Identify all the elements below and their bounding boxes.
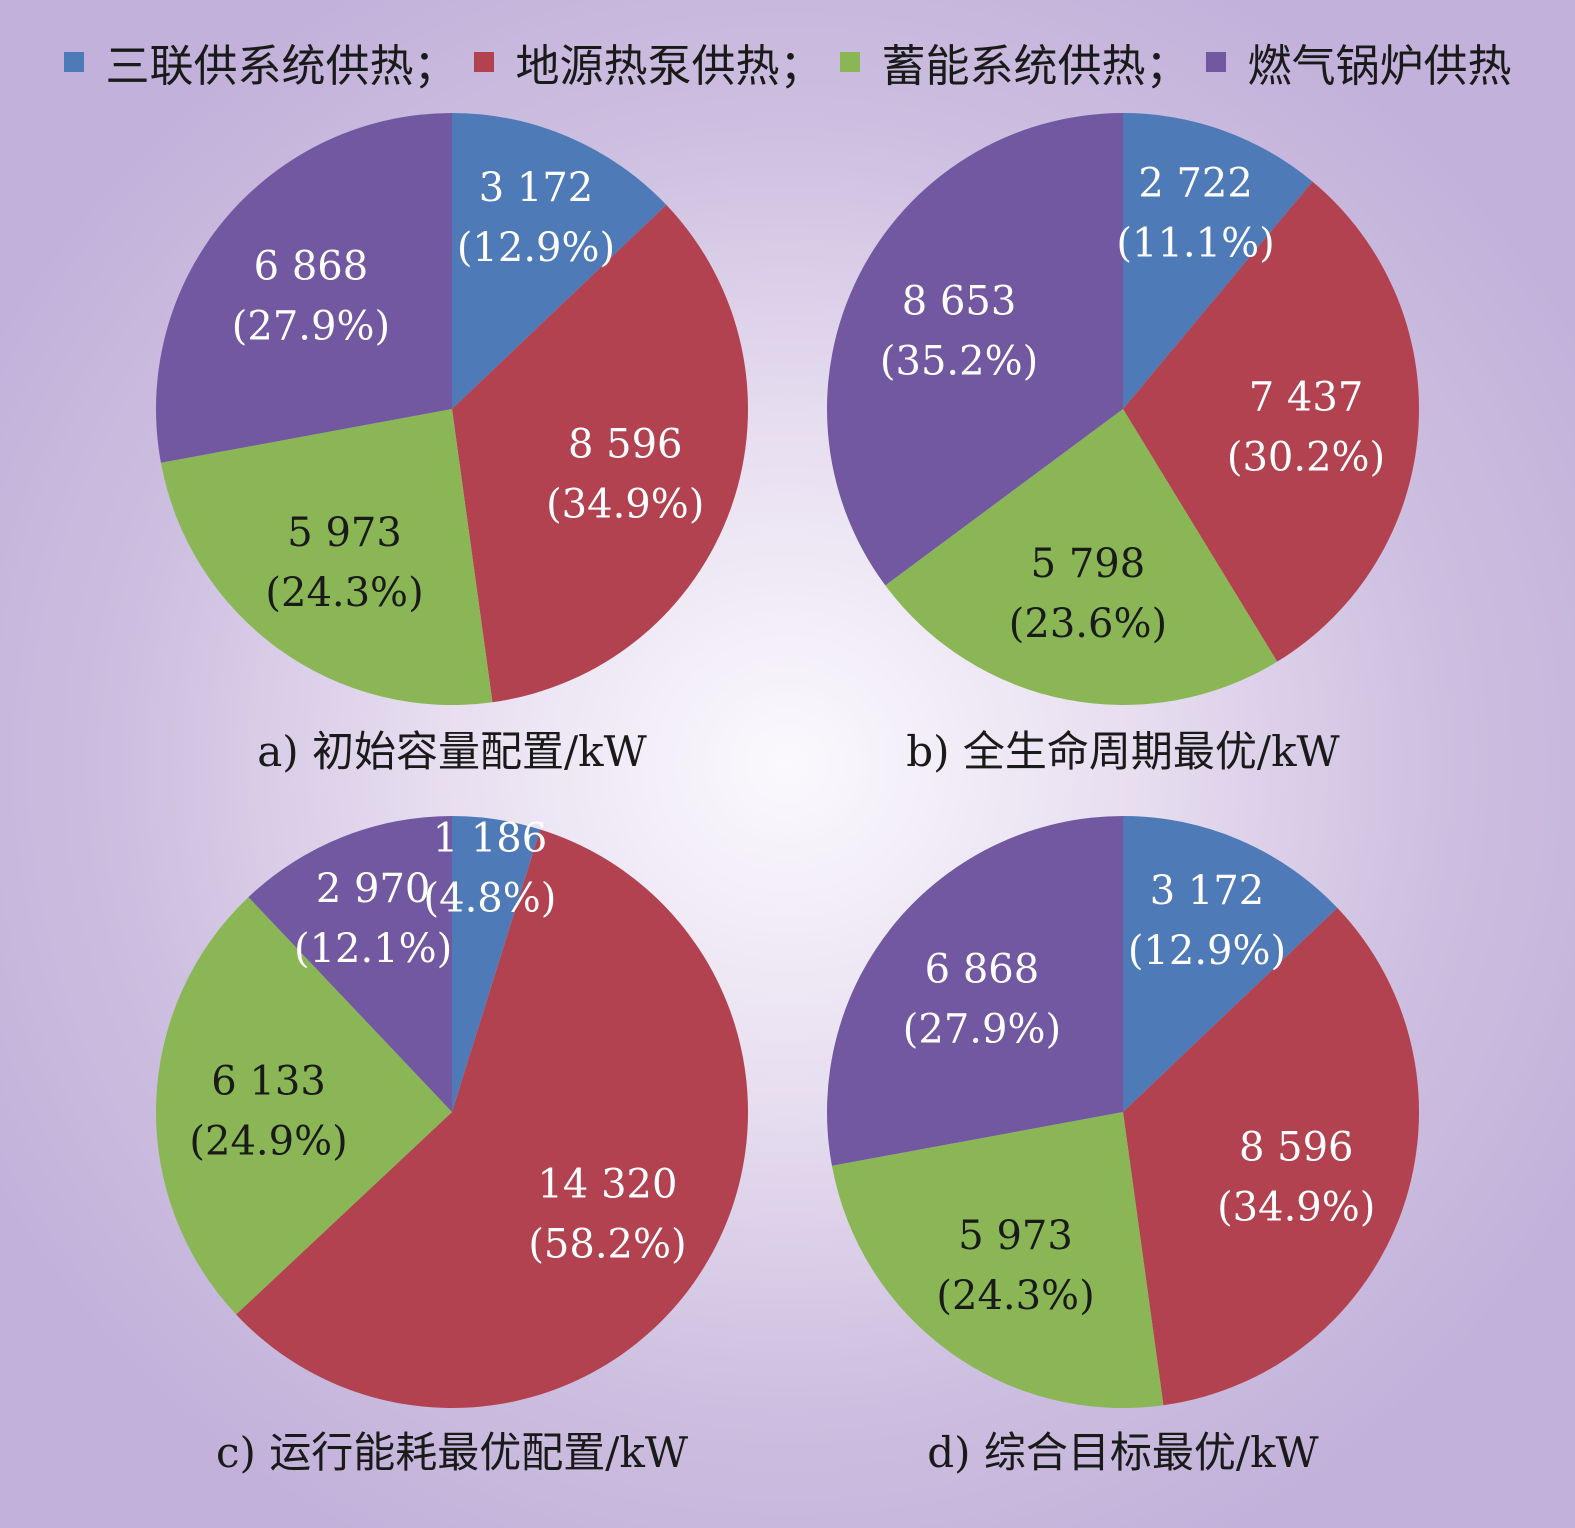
pie-slice-cchp	[1123, 816, 1338, 1112]
pie-slice-ground-source-heat-pump	[236, 829, 748, 1408]
slice-value-label: 2 970	[316, 866, 431, 912]
slice-value-label: 3 172	[1150, 868, 1265, 914]
slice-value-label: 6 868	[254, 244, 369, 290]
legend-item-cchp: 三联供系统供热 ；	[63, 30, 474, 94]
slice-percent-label: (34.9%)	[1217, 1185, 1375, 1231]
pie-slice-ground-source-heat-pump	[1123, 181, 1419, 662]
legend: 三联供系统供热 ； 地源热泵供热 ； 蓄能系统供热 ； 燃气锅炉供热	[0, 30, 1575, 94]
pie-slice-energy-storage	[160, 409, 493, 705]
slice-value-label: 8 596	[1239, 1125, 1354, 1171]
slice-percent-label: (12.1%)	[294, 926, 452, 972]
pie-slice-gas-boiler	[827, 113, 1123, 586]
pie-slice-energy-storage	[885, 409, 1278, 705]
pie-slice-gas-boiler	[248, 816, 452, 1112]
slice-percent-label: (27.9%)	[232, 304, 390, 350]
slice-value-label: 6 868	[925, 947, 1040, 993]
pie-slice-gas-boiler	[827, 816, 1123, 1166]
slice-value-label: 2 722	[1138, 161, 1253, 207]
pie-slice-energy-storage	[156, 897, 452, 1315]
pie-chart-operation-energy-optimal: 1 186 (4.8%) 14 320 (58.2%) 6 133 (24.9%) 2 97…	[156, 815, 748, 1477]
slice-percent-label: (23.6%)	[1009, 601, 1167, 647]
slice-value-label: 5 973	[287, 510, 402, 556]
slice-value-label: 8 596	[568, 422, 683, 468]
pie-slice-ground-source-heat-pump	[452, 204, 749, 703]
slice-percent-label: (24.3%)	[265, 570, 423, 616]
legend-separator: ；	[779, 41, 824, 92]
pie-chart-initial-capacity: 3 172 (12.9%) 8 596 (34.9%) 5 973 (24.3%) 6 86…	[155, 113, 749, 776]
slice-percent-label: (24.9%)	[189, 1119, 347, 1165]
legend-label-gas-boiler: 燃气锅炉供热	[1247, 41, 1512, 92]
slice-value-label: 1 186	[433, 815, 548, 861]
legend-item-gas-boiler: 燃气锅炉供热	[1205, 30, 1512, 94]
legend-label-energy-storage: 蓄能系统供热	[881, 41, 1146, 92]
slice-percent-label: (4.8%)	[424, 875, 557, 921]
slice-percent-label: (35.2%)	[880, 339, 1038, 385]
slice-value-label: 8 653	[902, 279, 1017, 325]
legend-swatch-energy-storage	[839, 52, 860, 72]
slice-percent-label: (58.2%)	[528, 1222, 686, 1268]
pie-chart-comprehensive-optimal: 3 172 (12.9%) 8 596 (34.9%) 5 973 (24.3%) 6 86…	[827, 816, 1420, 1477]
pie-slice-ground-source-heat-pump	[1123, 907, 1420, 1406]
legend-swatch-cchp	[63, 52, 84, 72]
chart-title: d) 综合目标最优/kW	[927, 1428, 1319, 1477]
slice-percent-label: (30.2%)	[1227, 434, 1385, 480]
legend-item-ground-source-heat-pump: 地源热泵供热 ；	[473, 30, 840, 94]
pie-slice-cchp	[452, 816, 541, 1112]
slice-percent-label: (34.9%)	[546, 482, 704, 528]
legend-item-energy-storage: 蓄能系统供热 ；	[839, 30, 1206, 94]
legend-swatch-ground-source-heat-pump	[473, 52, 494, 72]
slice-value-label: 5 973	[958, 1213, 1073, 1259]
pie-chart-lifecycle-optimal: 2 722 (11.1%) 7 437 (30.2%) 5 798 (23.6%) 8 65…	[827, 113, 1419, 776]
slice-percent-label: (12.9%)	[457, 225, 615, 271]
slice-value-label: 14 320	[537, 1162, 677, 1208]
legend-separator: ；	[413, 41, 458, 92]
chart-title: c) 运行能耗最优配置/kW	[216, 1428, 689, 1477]
pie-slice-energy-storage	[831, 1112, 1164, 1409]
legend-label-ground-source-heat-pump: 地源热泵供热	[515, 41, 780, 92]
legend-separator: ；	[1145, 41, 1190, 92]
chart-title: a) 初始容量配置/kW	[257, 727, 647, 776]
slice-percent-label: (12.9%)	[1128, 928, 1286, 974]
slice-value-label: 6 133	[211, 1059, 326, 1105]
slice-percent-label: (11.1%)	[1116, 221, 1274, 267]
slice-percent-label: (27.9%)	[903, 1007, 1061, 1053]
legend-swatch-gas-boiler	[1205, 52, 1226, 72]
pie-slice-gas-boiler	[155, 113, 452, 463]
legend-label-cchp: 三联供系统供热	[105, 41, 414, 92]
slice-value-label: 5 798	[1031, 541, 1146, 587]
pie-slice-cchp	[1123, 113, 1313, 409]
slice-value-label: 3 172	[479, 165, 594, 211]
chart-title: b) 全生命周期最优/kW	[906, 727, 1340, 776]
pie-slice-cchp	[452, 113, 667, 409]
slice-value-label: 7 437	[1249, 374, 1364, 420]
slice-percent-label: (24.3%)	[936, 1273, 1094, 1319]
